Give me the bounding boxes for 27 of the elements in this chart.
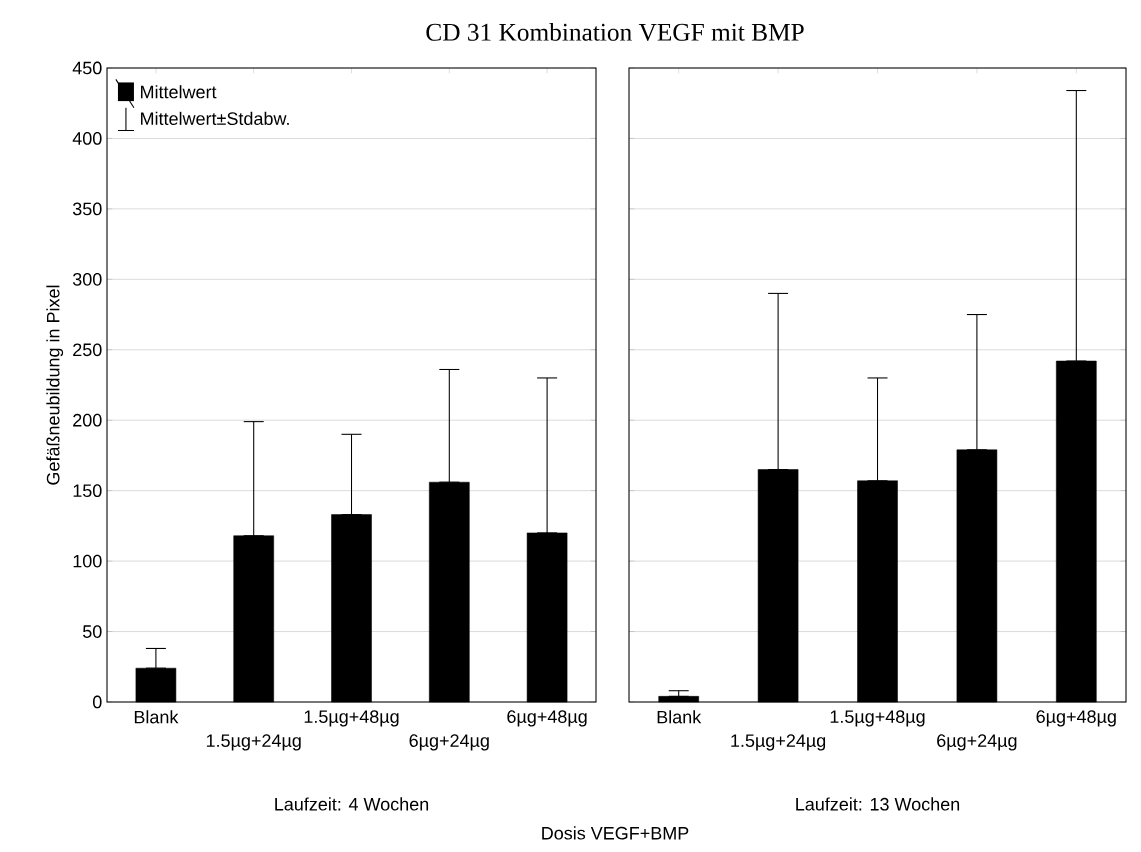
y-tick-label: 0: [93, 695, 102, 709]
text: Dosis VEGF+BMP: [542, 826, 689, 840]
y-tick-label: 450: [72, 61, 102, 75]
x-tick-label: 1.5µg+48µg: [304, 710, 399, 727]
y-tick-label: 350: [72, 202, 102, 216]
x-tick-label: Blank: [657, 710, 702, 724]
x-axis-title: Laufzeit: 4 Wochen: [275, 797, 429, 811]
x-tick-label: 1.5µg+24µg: [206, 734, 301, 751]
x-tick-label: 6µg+24µg: [937, 734, 1017, 751]
x-tick-label: 6µg+24µg: [409, 734, 489, 751]
x-tick-label: 1.5µg+48µg: [830, 710, 925, 727]
x-tick-label: 6µg+48µg: [507, 710, 587, 727]
x-axis-title: Laufzeit: 13 Wochen: [796, 797, 960, 811]
y-tick-label: 300: [72, 272, 102, 286]
x-tick-label: 6µg+48µg: [1036, 710, 1116, 727]
legend-label: Mittelwert: [141, 85, 217, 99]
y-tick-label: 50: [82, 625, 102, 638]
y-tick-label: 250: [73, 343, 102, 357]
y-tick-label: 150: [73, 484, 102, 498]
annotation: Mittelwert±Stdabw.: [141, 111, 289, 126]
x-tick-label: Blank: [134, 710, 179, 724]
y-tick-label: 100: [73, 554, 102, 568]
y-tick-label: 200: [73, 413, 102, 427]
chart-title: CD 31 Kombination VEGF mit BMP: [426, 23, 804, 41]
y-axis-title: Gefäßneubildung in Pixel: [46, 285, 64, 485]
y-tick-label: 400: [72, 132, 102, 145]
x-tick-label: 1.5µg+24µg: [731, 734, 826, 751]
